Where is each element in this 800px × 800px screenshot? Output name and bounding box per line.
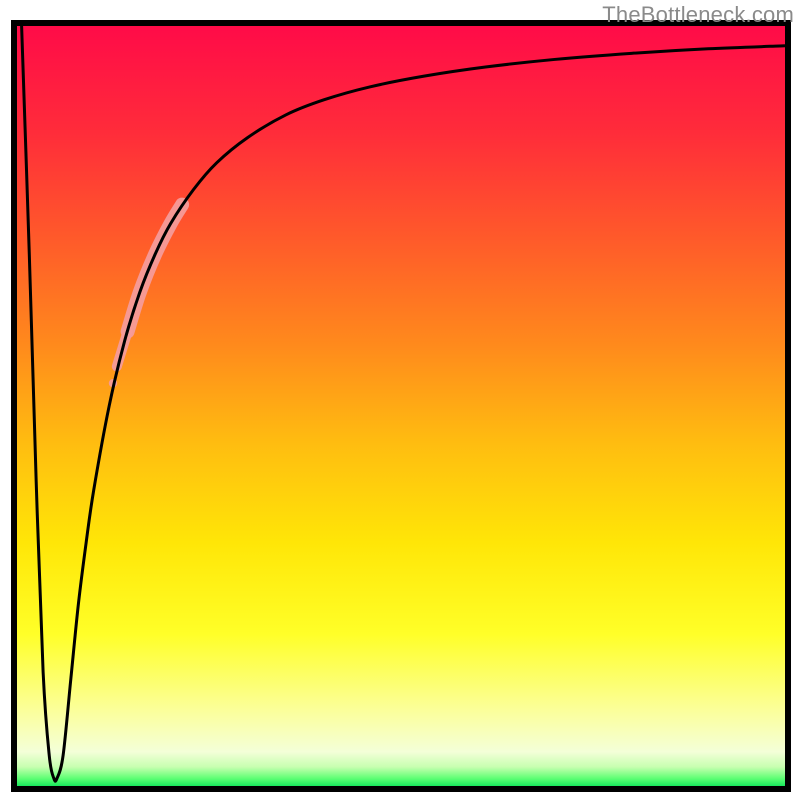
chart-stage: TheBottleneck.com [0,0,800,800]
watermark-text: TheBottleneck.com [602,2,794,28]
bottleneck-chart-svg [0,0,800,800]
gradient-background [17,26,785,786]
